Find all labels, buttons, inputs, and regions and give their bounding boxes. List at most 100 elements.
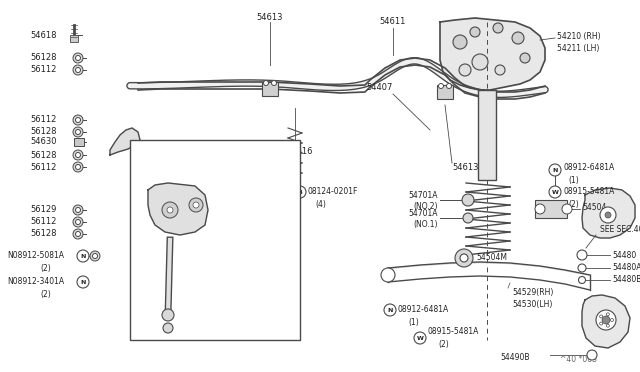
Circle shape (462, 194, 474, 206)
Bar (437, 85, 453, 99)
Text: 54210 (RH): 54210 (RH) (557, 32, 600, 41)
Text: (1): (1) (408, 317, 419, 327)
Text: 54613: 54613 (452, 164, 479, 173)
Text: N08912-5081A: N08912-5081A (7, 251, 64, 260)
Bar (74, 138, 84, 146)
Circle shape (381, 268, 395, 282)
Text: (1): (1) (568, 176, 579, 185)
Circle shape (193, 202, 199, 208)
Text: 54480A: 54480A (612, 263, 640, 273)
Text: 54504M: 54504M (476, 253, 507, 263)
Text: 54490B: 54490B (500, 353, 530, 362)
Text: 08912-6481A: 08912-6481A (563, 164, 614, 173)
Circle shape (76, 231, 81, 237)
Circle shape (76, 208, 81, 212)
Text: 54618: 54618 (31, 31, 57, 39)
Circle shape (73, 127, 83, 137)
Text: B: B (298, 189, 303, 195)
Text: 56128: 56128 (31, 128, 57, 137)
Circle shape (578, 264, 586, 272)
Polygon shape (582, 188, 635, 238)
Text: 56128: 56128 (31, 151, 57, 160)
Text: 56129: 56129 (31, 205, 57, 215)
Text: 56112: 56112 (31, 218, 57, 227)
Circle shape (93, 253, 97, 259)
Text: 54550(RH): 54550(RH) (175, 155, 216, 164)
Text: N08912-3401A: N08912-3401A (7, 278, 64, 286)
Circle shape (414, 332, 426, 344)
Circle shape (73, 115, 83, 125)
Text: (NO.1): (NO.1) (413, 221, 438, 230)
Polygon shape (148, 183, 208, 235)
Circle shape (455, 249, 473, 267)
Circle shape (90, 251, 100, 261)
Circle shape (606, 313, 609, 316)
Bar (130, 140, 300, 340)
Text: N: N (80, 279, 86, 285)
Circle shape (520, 53, 530, 63)
Circle shape (459, 64, 471, 76)
Text: 54529(RH): 54529(RH) (512, 288, 554, 296)
Circle shape (162, 202, 178, 218)
Text: 54701A: 54701A (408, 208, 438, 218)
Circle shape (495, 65, 505, 75)
Text: 54530(LH): 54530(LH) (512, 301, 552, 310)
Circle shape (264, 80, 269, 86)
Circle shape (438, 83, 444, 89)
Text: 54611: 54611 (380, 17, 406, 26)
Circle shape (73, 205, 83, 215)
Circle shape (463, 213, 473, 223)
Text: SEE SEC.400: SEE SEC.400 (600, 225, 640, 234)
Text: 08915-5481A: 08915-5481A (563, 187, 614, 196)
Circle shape (512, 32, 524, 44)
Circle shape (460, 254, 468, 262)
Circle shape (453, 35, 467, 49)
Polygon shape (582, 295, 630, 348)
Circle shape (189, 198, 203, 212)
Circle shape (447, 83, 451, 89)
Circle shape (76, 219, 81, 224)
Text: 56112: 56112 (31, 163, 57, 171)
Text: 56112: 56112 (31, 115, 57, 125)
Polygon shape (110, 128, 140, 155)
Text: 54211 (LH): 54211 (LH) (557, 44, 600, 52)
Bar (262, 82, 278, 96)
Text: (2): (2) (438, 340, 449, 350)
Text: W: W (552, 189, 559, 195)
Text: 54613: 54613 (257, 13, 284, 22)
Text: (2): (2) (40, 291, 51, 299)
Text: 56112: 56112 (31, 65, 57, 74)
Circle shape (384, 304, 396, 316)
Circle shape (73, 162, 83, 172)
Text: 56128: 56128 (31, 54, 57, 62)
Text: N: N (80, 253, 86, 259)
Circle shape (562, 204, 572, 214)
Circle shape (472, 54, 488, 70)
Text: 54616: 54616 (287, 148, 313, 157)
Text: (2): (2) (568, 199, 579, 208)
Circle shape (549, 164, 561, 176)
Circle shape (611, 318, 614, 321)
Circle shape (162, 309, 174, 321)
Text: 54701A: 54701A (176, 324, 205, 333)
Circle shape (76, 67, 81, 73)
Text: (NO.2): (NO.2) (413, 202, 438, 212)
Circle shape (73, 217, 83, 227)
Circle shape (579, 276, 586, 283)
Circle shape (271, 80, 276, 86)
Text: 54504: 54504 (582, 202, 606, 212)
Circle shape (76, 153, 81, 157)
Bar (535, 200, 567, 218)
Text: 54407: 54407 (367, 83, 393, 93)
Text: 54701A: 54701A (176, 311, 205, 320)
Text: 08912-6481A: 08912-6481A (398, 305, 449, 314)
Circle shape (600, 315, 603, 318)
Circle shape (535, 204, 545, 214)
Text: ^40 *003: ^40 *003 (560, 356, 597, 365)
Circle shape (76, 164, 81, 170)
Text: 08124-0201F: 08124-0201F (308, 187, 358, 196)
Text: 54480: 54480 (612, 250, 636, 260)
Circle shape (73, 53, 83, 63)
Circle shape (587, 350, 597, 360)
Circle shape (77, 276, 89, 288)
